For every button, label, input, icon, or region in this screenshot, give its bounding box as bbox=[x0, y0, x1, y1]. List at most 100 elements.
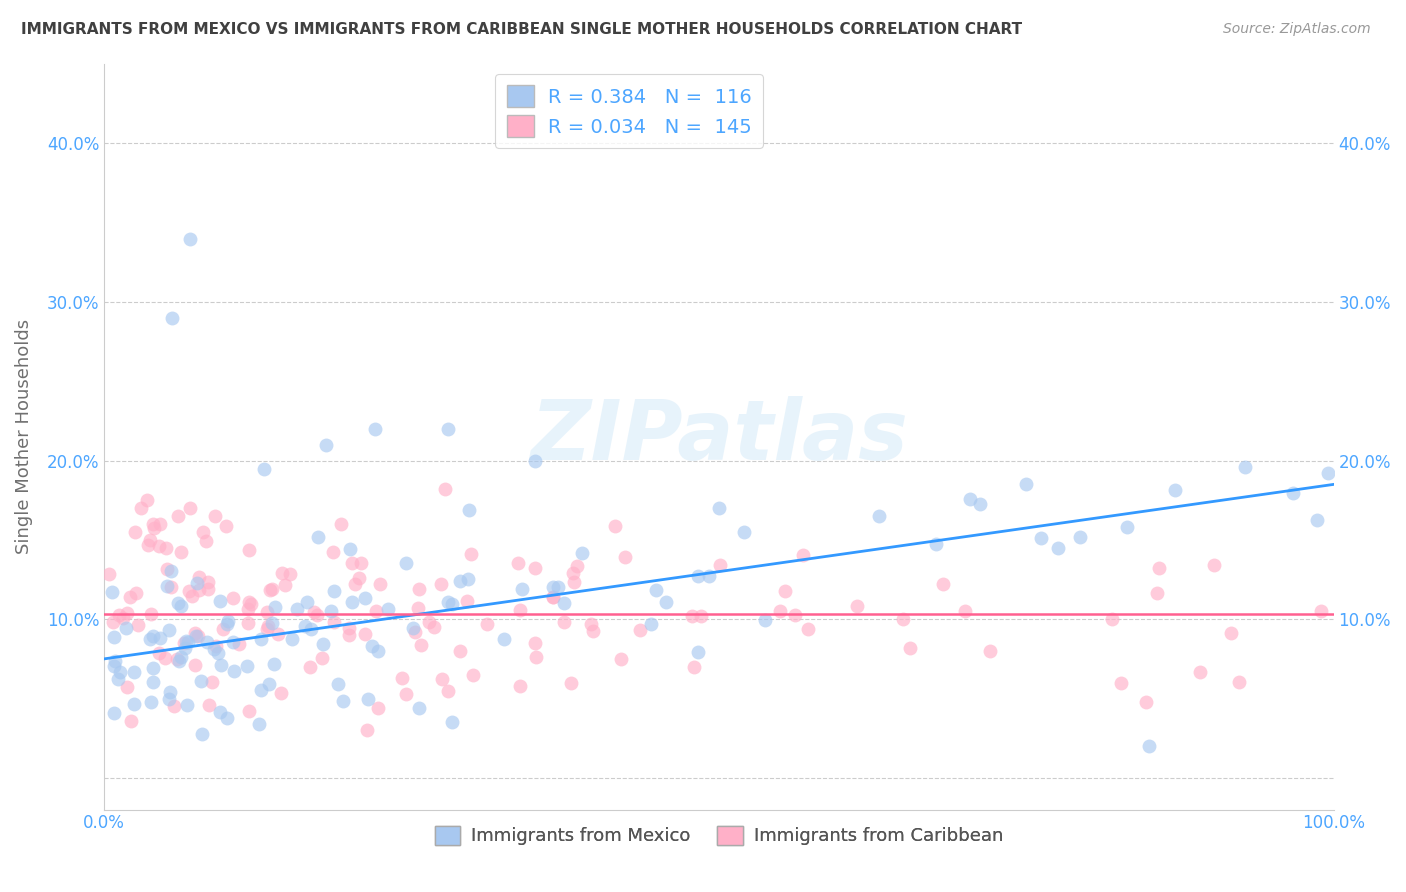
Point bbox=[640, 617, 662, 632]
Point bbox=[167, 509, 190, 524]
Point bbox=[690, 609, 713, 624]
Point bbox=[222, 665, 245, 679]
Point bbox=[207, 646, 229, 660]
Point bbox=[959, 491, 981, 506]
Point bbox=[103, 630, 125, 644]
Point bbox=[603, 519, 626, 533]
Point bbox=[437, 683, 460, 698]
Point bbox=[204, 509, 226, 524]
Point bbox=[173, 636, 195, 650]
Point bbox=[979, 644, 1001, 658]
Point bbox=[304, 605, 326, 619]
Point bbox=[449, 644, 471, 658]
Point bbox=[238, 543, 260, 558]
Point bbox=[509, 679, 531, 693]
Point bbox=[408, 701, 430, 715]
Point bbox=[553, 615, 575, 629]
Point bbox=[115, 606, 138, 620]
Point bbox=[129, 501, 152, 516]
Point bbox=[169, 545, 191, 559]
Point bbox=[609, 652, 631, 666]
Point bbox=[97, 567, 120, 582]
Point bbox=[108, 665, 131, 680]
Point bbox=[238, 595, 260, 609]
Point bbox=[898, 640, 921, 655]
Point bbox=[184, 658, 207, 673]
Point bbox=[367, 701, 389, 715]
Point bbox=[1310, 604, 1333, 618]
Point bbox=[262, 582, 284, 597]
Point bbox=[524, 650, 547, 665]
Point bbox=[307, 608, 329, 623]
Point bbox=[432, 673, 454, 687]
Point bbox=[295, 594, 318, 608]
Point bbox=[436, 595, 458, 609]
Point bbox=[157, 623, 180, 637]
Point bbox=[174, 634, 197, 648]
Point bbox=[299, 622, 322, 636]
Point bbox=[141, 695, 163, 709]
Point bbox=[274, 577, 297, 591]
Point bbox=[142, 629, 165, 643]
Point bbox=[115, 621, 138, 635]
Point bbox=[270, 566, 292, 580]
Point bbox=[143, 521, 166, 535]
Point bbox=[311, 651, 333, 665]
Point bbox=[253, 461, 276, 475]
Point bbox=[315, 438, 337, 452]
Point bbox=[441, 715, 464, 730]
Point bbox=[364, 422, 387, 436]
Point bbox=[112, 611, 135, 625]
Point bbox=[204, 642, 226, 657]
Point bbox=[177, 635, 200, 649]
Point bbox=[553, 596, 575, 610]
Point bbox=[337, 628, 360, 642]
Point bbox=[561, 566, 583, 580]
Point bbox=[1029, 531, 1052, 545]
Point bbox=[155, 541, 177, 555]
Point bbox=[159, 685, 181, 699]
Point bbox=[925, 537, 948, 551]
Point bbox=[118, 590, 141, 604]
Point bbox=[564, 574, 586, 589]
Point bbox=[127, 617, 149, 632]
Text: ZIPatlas: ZIPatlas bbox=[530, 396, 908, 477]
Point bbox=[115, 680, 138, 694]
Point bbox=[754, 613, 776, 627]
Point bbox=[190, 674, 212, 689]
Point bbox=[191, 727, 214, 741]
Point bbox=[174, 640, 197, 655]
Point bbox=[354, 591, 377, 606]
Point bbox=[457, 503, 479, 517]
Point bbox=[1219, 626, 1241, 640]
Point bbox=[1147, 561, 1170, 575]
Point bbox=[249, 632, 271, 646]
Point bbox=[262, 616, 284, 631]
Point bbox=[156, 579, 179, 593]
Point bbox=[139, 632, 162, 646]
Point bbox=[263, 600, 285, 615]
Point bbox=[159, 565, 181, 579]
Point bbox=[340, 595, 363, 609]
Point bbox=[294, 618, 316, 632]
Point bbox=[148, 646, 170, 660]
Point bbox=[139, 607, 162, 621]
Point bbox=[891, 612, 914, 626]
Point bbox=[581, 617, 603, 632]
Point bbox=[103, 654, 125, 668]
Point bbox=[179, 584, 201, 599]
Point bbox=[367, 644, 389, 658]
Point bbox=[186, 576, 208, 591]
Point bbox=[124, 585, 146, 599]
Point bbox=[571, 545, 593, 559]
Point bbox=[457, 572, 479, 586]
Point bbox=[214, 518, 236, 533]
Point bbox=[240, 597, 263, 611]
Point bbox=[250, 682, 273, 697]
Point bbox=[1101, 612, 1123, 626]
Point bbox=[347, 571, 370, 585]
Point bbox=[523, 453, 546, 467]
Point bbox=[697, 569, 720, 583]
Point bbox=[1227, 675, 1250, 690]
Point bbox=[402, 621, 425, 635]
